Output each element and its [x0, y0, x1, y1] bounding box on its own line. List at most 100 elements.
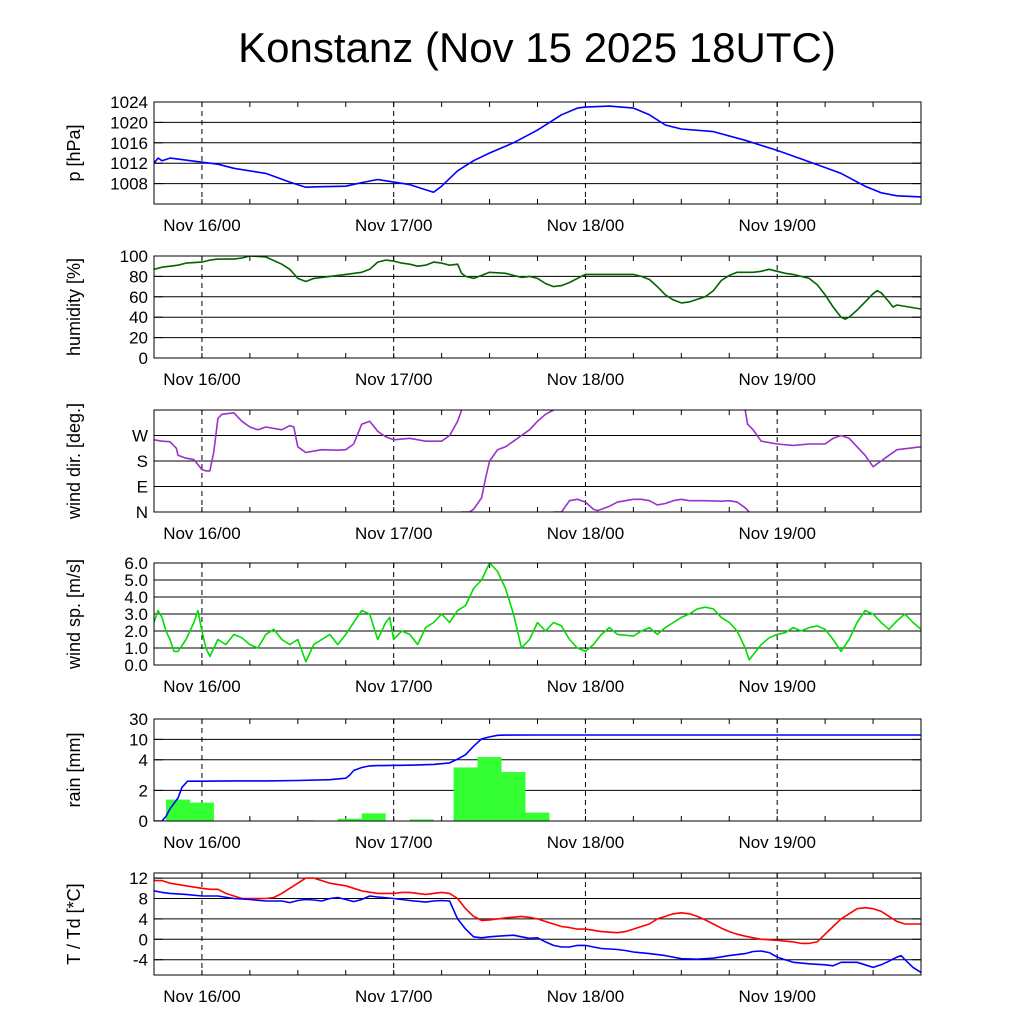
y-tick-label: 6.0	[124, 554, 148, 573]
x-tick-label: Nov 17/00	[355, 524, 433, 543]
x-tick-label: Nov 16/00	[163, 677, 241, 696]
plot-area-pressure	[154, 105, 921, 198]
chart-title: Konstanz (Nov 15 2025 18UTC)	[238, 24, 836, 71]
x-tick-label: Nov 16/00	[163, 216, 241, 235]
y-tick-label: N	[136, 503, 148, 522]
y-tick-label: 2	[139, 781, 148, 800]
rain-bar	[173, 802, 214, 821]
y-tick-label: 10	[129, 730, 148, 749]
y-axis-label: wind dir. [deg.]	[64, 403, 84, 520]
rain-bar	[361, 813, 386, 821]
plot-area-wind_direction	[154, 410, 921, 512]
x-tick-label: Nov 18/00	[547, 677, 625, 696]
y-tick-label: 1008	[110, 175, 148, 194]
series-line-wind-direction	[744, 410, 921, 468]
y-tick-label: 1012	[110, 154, 148, 173]
y-axis-label: rain [mm]	[64, 732, 84, 807]
series-line-wind-direction	[553, 498, 750, 512]
plot-area-wind_speed	[154, 563, 921, 663]
y-tick-label: 12	[129, 869, 148, 888]
y-tick-label: 1024	[110, 93, 148, 112]
rain-bar	[525, 812, 550, 821]
y-tick-label: 0	[139, 930, 148, 949]
rain-bar	[501, 772, 526, 821]
y-tick-label: 1016	[110, 134, 148, 153]
y-axis-label: humidity [%]	[64, 258, 84, 356]
x-tick-label: Nov 18/00	[547, 216, 625, 235]
rain-bar	[409, 819, 434, 821]
series-line-td	[154, 890, 921, 974]
panel-frame	[153, 101, 922, 205]
panel-wind_speed: 6.05.04.03.02.01.00.0 wind sp. [m/s] Nov 1…	[64, 554, 922, 696]
y-tick-label: -4	[133, 951, 148, 970]
y-tick-label: 0	[139, 812, 148, 831]
panel-frame	[153, 718, 922, 822]
panel-frame	[153, 562, 922, 666]
x-tick-label: Nov 19/00	[738, 216, 816, 235]
x-tick-label: Nov 18/00	[547, 370, 625, 389]
series-line-humidity	[154, 256, 921, 320]
x-tick-label: Nov 18/00	[547, 987, 625, 1006]
y-tick-label: 0.0	[124, 656, 148, 675]
x-tick-label: Nov 16/00	[163, 833, 241, 852]
y-tick-label: 40	[129, 308, 148, 327]
y-tick-label: 1.0	[124, 639, 148, 658]
rain-bar	[337, 818, 362, 821]
y-tick-label: 4.0	[124, 588, 148, 607]
plot-area-humidity	[154, 256, 921, 320]
y-tick-label: 20	[129, 329, 148, 348]
y-tick-label: 4	[139, 910, 148, 929]
y-tick-label: 3.0	[124, 605, 148, 624]
x-tick-label: Nov 17/00	[355, 370, 433, 389]
y-axis-label: p [hPa]	[64, 124, 84, 181]
plot-area-temperature	[154, 877, 921, 974]
y-tick-label: 2.0	[124, 622, 148, 641]
y-tick-label: S	[137, 452, 148, 471]
panel-frame	[153, 872, 922, 976]
y-tick-label: 60	[129, 288, 148, 307]
x-tick-label: Nov 19/00	[738, 524, 816, 543]
x-tick-label: Nov 16/00	[163, 987, 241, 1006]
y-axis-label: T / Td [*C]	[64, 883, 84, 964]
y-tick-label: 30	[129, 710, 148, 729]
x-tick-label: Nov 17/00	[355, 987, 433, 1006]
x-tick-label: Nov 19/00	[738, 370, 816, 389]
x-tick-label: Nov 19/00	[738, 833, 816, 852]
y-tick-label: 0	[139, 349, 148, 368]
x-tick-label: Nov 18/00	[547, 524, 625, 543]
x-tick-label: Nov 17/00	[355, 216, 433, 235]
x-tick-label: Nov 16/00	[163, 524, 241, 543]
series-line-wind-direction	[461, 410, 554, 512]
series-line-wind-speed	[154, 563, 921, 663]
x-tick-label: Nov 19/00	[738, 677, 816, 696]
x-tick-label: Nov 17/00	[355, 677, 433, 696]
rain-bar	[477, 757, 502, 821]
x-tick-label: Nov 18/00	[547, 833, 625, 852]
y-tick-label: 5.0	[124, 571, 148, 590]
y-tick-label: 1020	[110, 113, 148, 132]
x-tick-label: Nov 16/00	[163, 370, 241, 389]
y-tick-label: 80	[129, 267, 148, 286]
x-tick-label: Nov 17/00	[355, 833, 433, 852]
series-line-wind-direction	[154, 410, 463, 472]
panel-temperature: 12 840 -4 T / Td [*C] Nov 16/00 Nov 17/00 Nov …	[64, 869, 922, 1006]
series-line-t	[154, 877, 921, 945]
y-tick-label: 4	[139, 751, 148, 770]
plot-area-rain	[154, 734, 921, 821]
y-axis-label: wind sp. [m/s]	[64, 559, 84, 670]
y-tick-label: 100	[120, 247, 148, 266]
x-tick-label: Nov 19/00	[738, 987, 816, 1006]
y-tick-label: E	[137, 478, 148, 497]
rain-bar	[453, 767, 478, 821]
y-tick-label: 8	[139, 890, 148, 909]
panel-frame	[153, 409, 922, 513]
series-line-accumulated-rain	[154, 734, 921, 821]
series-line-pressure	[154, 105, 921, 198]
panel-frame	[153, 255, 922, 359]
